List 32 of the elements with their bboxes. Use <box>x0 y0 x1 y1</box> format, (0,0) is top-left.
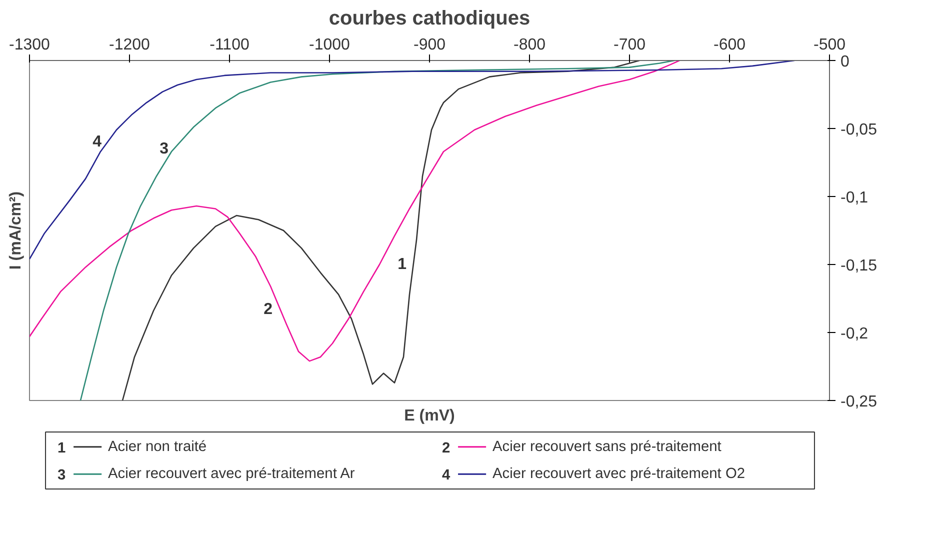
annotation: 4 <box>92 134 102 151</box>
annotation: 3 <box>160 140 169 158</box>
line-series <box>30 60 796 260</box>
y-tick-label: -0,15 <box>840 258 878 274</box>
x-axis-title: E (mV) <box>404 408 455 424</box>
legend-label: Acier recouvert sans pré-traitement <box>492 438 722 455</box>
line-series <box>30 60 680 362</box>
text: 2 <box>442 440 450 456</box>
legend-label: Acier non traité <box>108 438 207 455</box>
chart-title: courbes cathodiques <box>328 8 530 30</box>
x-tick-label: -1000 <box>309 36 350 54</box>
x-tick-label: -1100 <box>210 36 250 54</box>
legend-label: Acier recouvert avec pré-traitement Ar <box>108 466 355 482</box>
annotation: 1 <box>398 256 407 274</box>
text: 3 <box>57 468 66 484</box>
x-tick-label: -700 <box>613 36 646 54</box>
text: 1 <box>57 440 66 456</box>
x-tick-label: -1300 <box>9 36 50 54</box>
text: 4 <box>442 468 450 484</box>
x-tick-label: -500 <box>813 36 846 54</box>
y-axis-title: I (mA/cm²) <box>8 191 24 270</box>
x-tick-label: -1200 <box>109 36 150 54</box>
x-tick-label: -800 <box>513 36 546 54</box>
y-tick-label: -0,05 <box>840 122 878 138</box>
legend-label: Acier recouvert avec pré-traitement O2 <box>492 466 745 482</box>
y-tick-label: -0,25 <box>840 394 878 410</box>
y-tick-label: -0,2 <box>840 326 868 342</box>
annotation: 2 <box>264 301 273 318</box>
x-tick-label: -900 <box>413 36 446 54</box>
y-tick-label: -0,1 <box>840 190 868 206</box>
y-tick-label: 0 <box>840 54 850 70</box>
x-tick-label: -600 <box>713 36 746 54</box>
